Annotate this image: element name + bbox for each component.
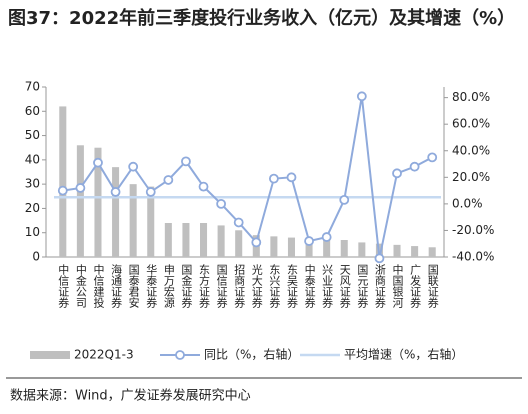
line-marker [198, 181, 209, 192]
x-tick-label: 国联证券 [426, 264, 439, 308]
legend-swatch [30, 351, 70, 359]
y-tick-label: 20 [25, 201, 40, 215]
line-marker [304, 236, 314, 246]
x-tick-label: 东方证券 [198, 264, 211, 308]
x-tick-label: 中泰证券 [303, 264, 316, 308]
x-tick-label: 中金公司 [74, 264, 87, 308]
bar [340, 240, 348, 257]
line-marker [374, 253, 385, 264]
line-marker [251, 237, 262, 248]
chart-title: 图37：2022年前三季度投行业务收入（亿元）及其增速（%） [8, 8, 516, 29]
line-marker [75, 183, 86, 193]
line-marker [128, 161, 139, 172]
bar [200, 223, 208, 257]
line-marker [427, 152, 438, 163]
x-tick-label: 申万宏源 [162, 264, 175, 309]
x-tick-label: 招商证券 [233, 263, 246, 308]
source: 数据来源：Wind，广发证券发展研究中心 [10, 388, 251, 404]
bar [147, 186, 155, 257]
legend-label: 平均增速（%，右轴） [344, 347, 463, 362]
bar [393, 244, 401, 257]
x-tick-label: 天风证券 [338, 264, 351, 308]
bar [217, 225, 225, 257]
bar [305, 237, 313, 257]
bar [323, 238, 331, 257]
x-tick-label: 国元证券 [356, 264, 369, 308]
line-marker [233, 217, 244, 228]
y-tick-label: 70 [25, 80, 40, 94]
bar [358, 242, 366, 257]
y2-tick-label: 60.0% [452, 117, 490, 131]
line-marker [286, 172, 297, 183]
line-marker [216, 198, 227, 209]
x-tick-label: 中国银河 [391, 264, 404, 308]
line-marker [339, 194, 350, 205]
line-marker [57, 185, 68, 196]
y2-tick-label: 0.0% [452, 196, 483, 210]
y-tick-label: 0 [32, 250, 40, 264]
y2-tick-label: 80.0% [452, 90, 490, 104]
x-tick-label: 国金证券 [180, 264, 193, 308]
line-marker [93, 157, 103, 168]
x-tick-label: 华泰证券 [145, 263, 158, 308]
legend-label: 同比（%，右轴） [204, 347, 299, 362]
x-tick-label: 中信证券 [57, 264, 70, 308]
line-marker [409, 161, 420, 172]
y-tick-label: 10 [25, 225, 40, 239]
line [62, 96, 433, 259]
x-tick-label: 国信证券 [215, 264, 228, 308]
x-tick-label: 东兴证券 [268, 264, 281, 308]
line-marker [145, 187, 156, 197]
x-tick-label: 中信建投 [92, 264, 105, 309]
legend-label: 2022Q1-3 [74, 348, 134, 362]
y-tick-label: 50 [25, 128, 40, 142]
x-tick-label: 东吴证券 [285, 264, 298, 308]
line-marker [268, 173, 279, 184]
line-marker [392, 168, 402, 179]
bar [112, 167, 120, 257]
y2-tick-label: 20.0% [452, 170, 490, 184]
x-tick-label: 兴业证券 [321, 264, 334, 308]
y2-tick-label: -20.0% [452, 223, 494, 237]
bar [94, 147, 102, 257]
bar [182, 223, 190, 257]
y-tick-label: 60 [25, 104, 40, 118]
bar [164, 223, 172, 257]
x-tick-label: 国泰君安 [127, 264, 140, 309]
y-tick-label: 40 [25, 152, 40, 166]
bar [59, 106, 67, 257]
line-marker [356, 91, 367, 102]
y2-tick-label: 40.0% [452, 143, 490, 157]
line-marker [181, 156, 191, 167]
bar [235, 230, 243, 257]
x-tick-label: 海通证券 [110, 263, 123, 308]
bar [129, 184, 137, 257]
x-tick-label: 广发证券 [409, 264, 422, 308]
y-tick-label: 30 [25, 177, 40, 191]
x-tick-label: 浙商证券 [373, 264, 386, 308]
line-marker [110, 187, 121, 197]
bar [411, 246, 419, 257]
line-marker [163, 175, 174, 185]
line-marker [321, 232, 332, 242]
x-tick-label: 光大证券 [250, 263, 263, 308]
bar [270, 236, 278, 257]
legend-marker [175, 350, 185, 360]
bar [287, 237, 295, 257]
bar [428, 247, 436, 257]
bar [76, 145, 84, 257]
y2-tick-label: -40.0% [452, 250, 494, 264]
